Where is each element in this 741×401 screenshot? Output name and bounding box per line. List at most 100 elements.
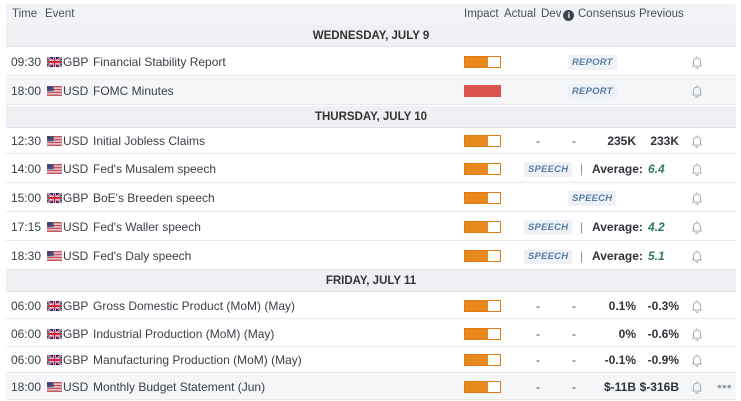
- event-name[interactable]: FOMC Minutes: [93, 84, 174, 98]
- header-previous[interactable]: Previous: [639, 8, 684, 20]
- impact-fill: [465, 222, 489, 232]
- event-name[interactable]: Gross Domestic Product (MoM) (May): [93, 299, 296, 313]
- event-name[interactable]: Fed's Waller speech: [93, 220, 201, 234]
- header-dev-label: Dev: [541, 8, 562, 20]
- impact-indicator: [464, 192, 501, 204]
- bell-icon[interactable]: [690, 191, 704, 205]
- impact-fill: [465, 86, 500, 96]
- event-row[interactable]: 18:00 USD FOMC Minutes REPORT: [6, 77, 736, 105]
- event-time: 06:00: [11, 327, 42, 341]
- average-label: Average:: [592, 249, 643, 263]
- gb-flag: [47, 193, 62, 203]
- report-badge[interactable]: REPORT: [568, 55, 617, 70]
- header-actual[interactable]: Actual: [504, 8, 536, 20]
- event-name[interactable]: Manufacturing Production (MoM) (May): [93, 353, 302, 367]
- event-row[interactable]: 15:00 GBP BoE's Breeden speech SPEECH: [6, 184, 736, 212]
- us-flag: [47, 164, 62, 174]
- event-time: 17:15: [11, 220, 42, 234]
- bell-icon[interactable]: [690, 327, 704, 341]
- bell-icon[interactable]: [690, 353, 704, 367]
- event-row[interactable]: 12:30 USD Initial Jobless Claims - - 235K 233K: [6, 128, 736, 154]
- separator: |: [580, 162, 584, 176]
- deviation-value: -: [572, 327, 576, 341]
- day-label: THURSDAY, JULY 10: [314, 111, 428, 123]
- separator: |: [580, 249, 584, 263]
- consensus-value: $-11B: [603, 380, 636, 394]
- speech-badge[interactable]: SPEECH: [524, 162, 573, 177]
- event-name[interactable]: Fed's Daly speech: [93, 249, 192, 263]
- bell-icon[interactable]: [690, 220, 704, 234]
- bell-icon[interactable]: [690, 55, 704, 69]
- day-label: WEDNESDAY, JULY 9: [312, 30, 430, 42]
- event-name[interactable]: Industrial Production (MoM) (May): [93, 327, 275, 341]
- us-flag: [47, 222, 62, 232]
- header-impact[interactable]: Impact: [464, 8, 499, 20]
- event-time: 09:30: [11, 55, 42, 69]
- currency-code: USD: [63, 84, 89, 98]
- event-row[interactable]: 17:15 USD Fed's Waller speech SPEECH | Averag…: [6, 213, 736, 241]
- event-row[interactable]: 18:30 USD Fed's Daly speech SPEECH | Average:…: [6, 242, 736, 270]
- event-time: 06:00: [11, 353, 42, 367]
- impact-indicator: [464, 250, 501, 262]
- impact-indicator: [464, 85, 501, 97]
- previous-value: 233K: [650, 134, 679, 148]
- event-time: 12:30: [11, 134, 42, 148]
- impact-indicator: [464, 221, 501, 233]
- previous-value: -0.9%: [647, 353, 679, 367]
- deviation-value: -: [572, 353, 576, 367]
- average-value: 4.2: [648, 220, 665, 234]
- event-name[interactable]: BoE's Breeden speech: [93, 191, 215, 205]
- report-badge[interactable]: REPORT: [568, 84, 617, 99]
- event-name[interactable]: Initial Jobless Claims: [93, 134, 206, 148]
- bell-icon[interactable]: [690, 299, 704, 313]
- bell-icon[interactable]: [690, 134, 704, 148]
- speech-badge[interactable]: SPEECH: [568, 191, 617, 206]
- impact-fill: [465, 355, 489, 365]
- more-options-icon[interactable]: •••: [717, 378, 732, 394]
- event-name[interactable]: Monthly Budget Statement (Jun): [93, 380, 266, 394]
- impact-indicator: [464, 381, 501, 393]
- impact-indicator: [464, 135, 501, 147]
- bell-icon[interactable]: [690, 380, 704, 394]
- gb-flag: [47, 301, 62, 311]
- impact-fill: [465, 57, 489, 67]
- event-name[interactable]: Financial Stability Report: [93, 55, 226, 69]
- header-dev[interactable]: Dev i: [541, 4, 575, 25]
- gb-flag: [47, 57, 62, 67]
- event-row[interactable]: 09:30 GBP Financial Stability Report REPORT: [6, 48, 736, 76]
- impact-fill: [465, 193, 489, 203]
- day-header: FRIDAY, JULY 11: [6, 270, 736, 292]
- event-time: 15:00: [11, 191, 42, 205]
- event-row[interactable]: 18:00 USD Monthly Budget Statement (Jun) - -…: [6, 373, 736, 400]
- previous-value: $-316B: [639, 380, 679, 394]
- event-row[interactable]: 06:00 GBP Gross Domestic Product (MoM) (Ma…: [6, 292, 736, 319]
- currency-code: USD: [63, 220, 89, 234]
- consensus-value: -0.1%: [604, 353, 636, 367]
- currency-code: USD: [63, 162, 89, 176]
- impact-indicator: [464, 56, 501, 68]
- speech-badge[interactable]: SPEECH: [524, 220, 573, 235]
- event-name[interactable]: Fed's Musalem speech: [93, 162, 217, 176]
- impact-indicator: [464, 163, 501, 175]
- average-value: 5.1: [648, 249, 665, 263]
- speech-badge[interactable]: SPEECH: [524, 249, 573, 264]
- bell-icon[interactable]: [690, 249, 704, 263]
- event-row[interactable]: 06:00 GBP Manufacturing Production (MoM) (…: [6, 347, 736, 373]
- separator: |: [580, 220, 584, 234]
- header-event: Event: [45, 8, 75, 20]
- us-flag: [47, 382, 62, 392]
- event-row[interactable]: 14:00 USD Fed's Musalem speech SPEECH | Avera…: [6, 155, 736, 183]
- currency-code: USD: [63, 380, 89, 394]
- event-row[interactable]: 06:00 GBP Industrial Production (MoM) (May…: [6, 320, 736, 347]
- table-header: Time Event Impact Actual Dev i Consensus …: [6, 4, 736, 25]
- currency-code: GBP: [63, 327, 89, 341]
- bell-icon[interactable]: [690, 84, 704, 98]
- us-flag: [47, 251, 62, 261]
- actual-value: -: [536, 134, 540, 148]
- info-icon[interactable]: i: [563, 10, 575, 21]
- header-consensus[interactable]: Consensus: [578, 8, 636, 20]
- day-header: THURSDAY, JULY 10: [6, 106, 736, 128]
- impact-fill: [465, 329, 489, 339]
- impact-fill: [465, 301, 489, 311]
- bell-icon[interactable]: [690, 162, 704, 176]
